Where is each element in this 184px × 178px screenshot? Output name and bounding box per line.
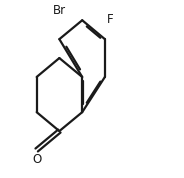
Text: O: O [32,153,41,166]
Text: Br: Br [53,4,66,17]
Text: F: F [107,13,113,26]
